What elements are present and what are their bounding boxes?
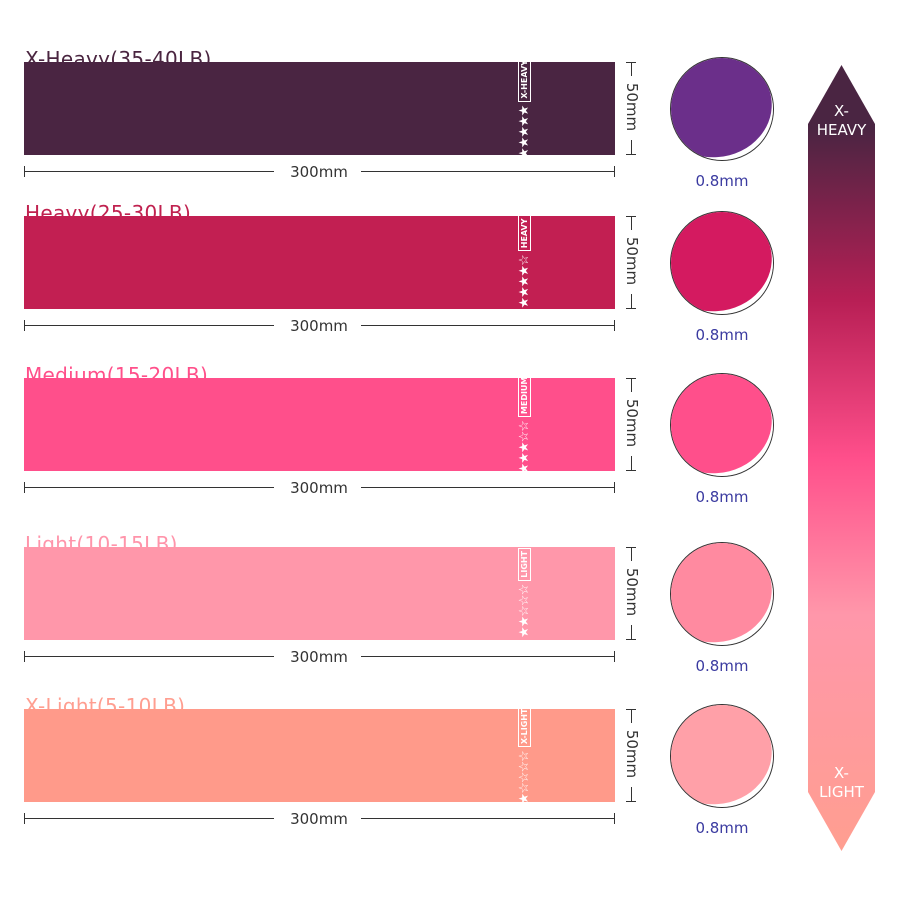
width-label: 50mm [623, 567, 641, 617]
width-dimension: 50mm [623, 709, 641, 802]
length-label: 300mm [290, 479, 348, 497]
length-label: 300mm [290, 163, 348, 181]
resistance-band: ★★★☆☆ MEDIUM [24, 373, 615, 474]
thickness-closeup-image [670, 57, 774, 161]
resistance-band: ★★☆☆☆ LIGHT [24, 547, 615, 640]
width-dimension: 50mm [623, 547, 641, 640]
thickness-closeup-image [670, 704, 774, 808]
level-tag: X-LIGHT [517, 705, 531, 748]
width-label: 50mm [623, 398, 641, 448]
resistance-band: ★☆☆☆☆ X-LIGHT [24, 705, 615, 804]
width-dimension: 50mm [623, 378, 641, 471]
length-dimension: 300mm [24, 479, 615, 497]
band-row: X-Heavy(35-40LB) ★★★★★ X-HEAVY 50mm 300m… [0, 47, 900, 217]
length-dimension: 300mm [24, 648, 615, 666]
intensity-scale-arrow [808, 65, 875, 851]
star-rating-icon: ★☆☆☆☆ [516, 751, 532, 805]
width-label: 50mm [623, 236, 641, 286]
width-dimension: 50mm [623, 216, 641, 309]
rating-label: ★★★★★ X-HEAVY [484, 57, 564, 159]
length-dimension: 300mm [24, 810, 615, 828]
resistance-band: ★★★★★ X-HEAVY [24, 57, 615, 159]
star-rating-icon: ★★★★☆ [516, 255, 532, 309]
scale-top-line2: HEAVY [816, 121, 867, 139]
width-label: 50mm [623, 82, 641, 132]
thickness-label: 0.8mm [695, 488, 749, 506]
band-row: X-Light(5-10LB) ★☆☆☆☆ X-LIGHT 50mm 300mm… [0, 694, 900, 864]
length-label: 300mm [290, 317, 348, 335]
star-rating-icon: ★★☆☆☆ [516, 584, 532, 639]
scale-bottom-label: X- LIGHT [808, 764, 875, 802]
thickness-closeup-image [670, 373, 774, 477]
rating-label: ★★★★☆ HEAVY [484, 215, 564, 309]
thickness-label: 0.8mm [695, 172, 749, 190]
band-row: Medium(15-20LB) ★★★☆☆ MEDIUM 50mm 300mm … [0, 363, 900, 533]
length-label: 300mm [290, 648, 348, 666]
thickness-label: 0.8mm [695, 657, 749, 675]
rating-label: ★★★☆☆ MEDIUM [484, 373, 564, 474]
star-rating-icon: ★★★★★ [516, 105, 532, 159]
thickness-closeup-image [670, 542, 774, 646]
resistance-band: ★★★★☆ HEAVY [24, 215, 615, 309]
scale-bottom-line2: LIGHT [819, 783, 864, 801]
level-tag: MEDIUM [517, 373, 531, 418]
level-tag: X-HEAVY [517, 57, 531, 102]
scale-top-line1: X- [834, 102, 849, 120]
width-label: 50mm [623, 729, 641, 779]
length-label: 300mm [290, 810, 348, 828]
length-dimension: 300mm [24, 163, 615, 181]
band-row: Light(10-15LB) ★★☆☆☆ LIGHT 50mm 300mm 0.… [0, 532, 900, 702]
rating-label: ★★☆☆☆ LIGHT [484, 547, 564, 638]
thickness-closeup-image [670, 211, 774, 315]
level-tag: HEAVY [517, 215, 531, 252]
band-row: Heavy(25-30LB) ★★★★☆ HEAVY 50mm 300mm 0.… [0, 201, 900, 371]
rating-label: ★☆☆☆☆ X-LIGHT [484, 705, 564, 804]
thickness-label: 0.8mm [695, 819, 749, 837]
star-rating-icon: ★★★☆☆ [516, 421, 532, 475]
thickness-label: 0.8mm [695, 326, 749, 344]
width-dimension: 50mm [623, 62, 641, 155]
level-tag: LIGHT [517, 547, 531, 581]
scale-top-label: X- HEAVY [808, 102, 875, 140]
length-dimension: 300mm [24, 317, 615, 335]
scale-bottom-line1: X- [834, 764, 849, 782]
